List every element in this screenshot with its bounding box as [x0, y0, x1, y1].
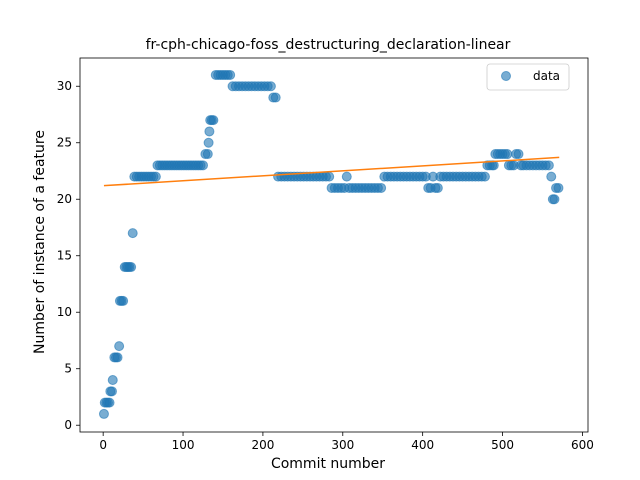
y-tick-label: 0	[64, 418, 72, 432]
y-axis-ticks: 0 5 10 15 20 25 30	[57, 79, 80, 432]
y-tick-label: 5	[64, 362, 72, 376]
data-point	[265, 81, 276, 92]
data-point	[376, 182, 387, 193]
y-tick-label: 15	[57, 249, 72, 263]
y-tick-label: 10	[57, 305, 72, 319]
x-tick-label: 400	[411, 438, 434, 452]
y-tick-label: 20	[57, 192, 72, 206]
legend-marker	[501, 71, 511, 81]
fit-line	[103, 156, 560, 187]
data-point	[114, 341, 125, 352]
data-point	[118, 295, 129, 306]
legend-label: data	[533, 69, 560, 83]
y-tick-label: 25	[57, 136, 72, 150]
data-point	[127, 228, 138, 239]
data-point	[112, 352, 123, 363]
data-point	[549, 194, 560, 205]
plot-area: 0 100 200 300 400 500 600 0 5 10 15 20 25 30	[57, 57, 594, 452]
data-point	[204, 126, 215, 137]
y-axis-label: Number of instance of a feature	[32, 130, 48, 354]
data-point	[203, 137, 214, 148]
data-point	[198, 160, 209, 171]
chart-title: fr-cph-chicago-foss_destructuring_declar…	[146, 37, 511, 53]
x-tick-label: 100	[172, 438, 195, 452]
y-tick-label: 30	[57, 79, 72, 93]
data-point	[432, 182, 443, 193]
data-point	[225, 69, 236, 80]
data-point	[270, 92, 281, 103]
data-point	[324, 171, 335, 182]
legend: data	[486, 63, 570, 91]
data-point	[208, 115, 219, 126]
x-tick-label: 600	[571, 438, 594, 452]
fit-line-group	[103, 156, 560, 187]
data-point	[341, 171, 352, 182]
data-point	[98, 408, 109, 419]
data-point	[107, 375, 118, 386]
x-axis-label: Commit number	[271, 456, 385, 472]
data-point	[202, 149, 213, 160]
x-tick-label: 300	[331, 438, 354, 452]
x-tick-label: 500	[491, 438, 514, 452]
data-point	[150, 171, 161, 182]
x-tick-label: 200	[251, 438, 274, 452]
data-point	[106, 386, 117, 397]
data-point	[543, 160, 554, 171]
data-point	[546, 171, 557, 182]
data-point	[479, 171, 490, 182]
x-tick-label: 0	[99, 438, 107, 452]
data-point	[502, 149, 513, 160]
axes-frame	[79, 57, 589, 433]
data-point	[104, 397, 115, 408]
data-point	[553, 182, 564, 193]
data-point	[513, 149, 524, 160]
x-axis-ticks: 0 100 200 300 400 500 600	[99, 432, 594, 452]
data-point	[126, 262, 137, 273]
legend-box	[486, 63, 570, 91]
